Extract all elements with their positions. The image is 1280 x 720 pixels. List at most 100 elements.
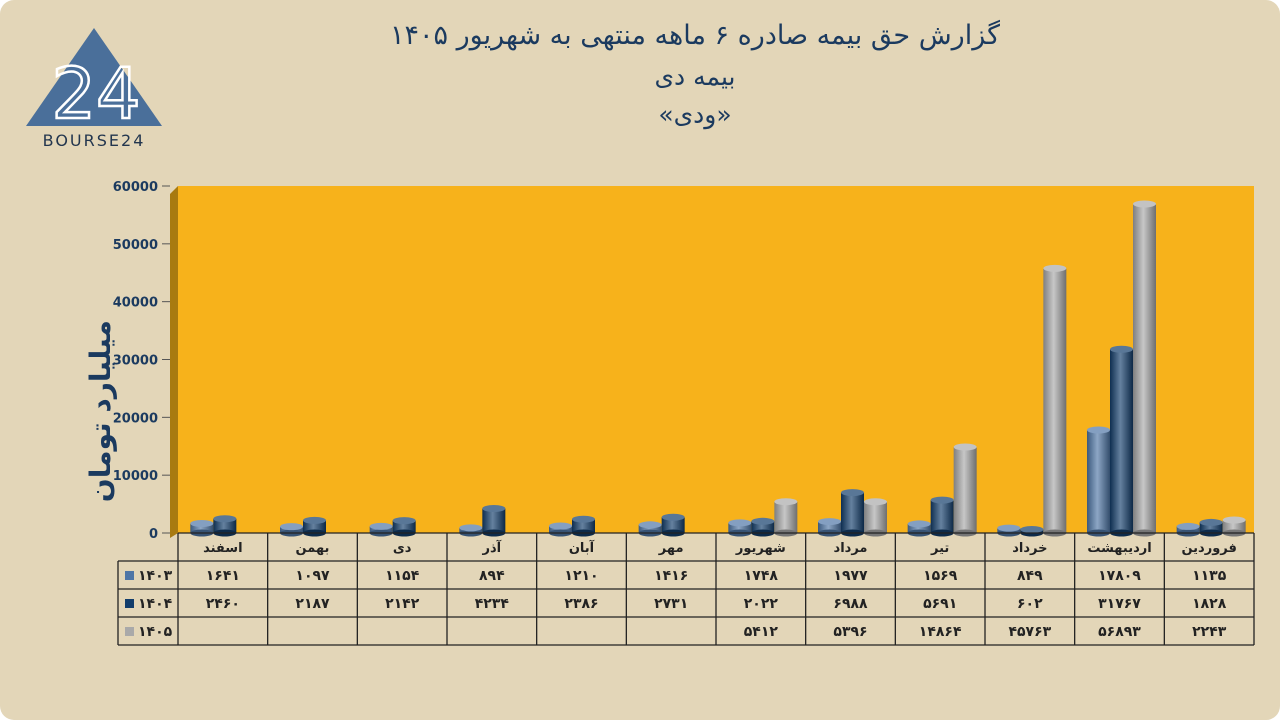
y-tick-label: 0 — [149, 527, 158, 542]
bar-top — [953, 443, 977, 451]
y-tick-label: 10000 — [113, 469, 158, 484]
y-tick-label: 40000 — [113, 296, 158, 311]
data-value-label: ۱۰۹۷ — [295, 568, 330, 584]
data-value-label: ۲۱۴۲ — [385, 596, 420, 612]
data-value-label: ۶۰۲ — [1017, 596, 1043, 612]
data-value-label: ۲۰۲۲ — [744, 596, 779, 612]
data-value-label: ۲۳۸۶ — [564, 596, 598, 612]
category-label: اردیبهشت — [1087, 541, 1151, 556]
bar — [907, 523, 931, 533]
data-value-label: ۱۲۱۰ — [564, 568, 598, 584]
data-value-label: ۱۷۴۸ — [744, 568, 779, 584]
bourse24-logo-icon: 24 — [26, 28, 162, 136]
bar-top — [1176, 522, 1200, 530]
bar — [303, 520, 326, 533]
data-value-label: ۱۹۷۷ — [833, 568, 868, 584]
bar-top — [549, 522, 572, 530]
plot-area — [178, 186, 1254, 533]
bar-top — [280, 523, 303, 531]
chart-title: گزارش حق بیمه صادره ۶ ماهه منتهی به شهری… — [390, 20, 1000, 51]
data-value-label: ۵۶۸۹۳ — [1098, 624, 1141, 640]
bar-top — [1043, 264, 1067, 272]
bar-top — [818, 518, 841, 526]
category-label: آبان — [569, 539, 595, 556]
legend-series-name: ۱۴۰۴ — [138, 596, 173, 612]
bar-top — [728, 519, 752, 527]
bar — [1199, 522, 1223, 533]
data-value-label: ۴۵۷۶۳ — [1008, 624, 1051, 640]
category-label: تیر — [930, 541, 949, 556]
bar-top — [1133, 200, 1156, 208]
bar — [1133, 203, 1156, 533]
bar — [572, 519, 595, 533]
data-value-label: ۱۵۶۹ — [923, 568, 958, 584]
bar-top — [1087, 426, 1110, 434]
bar-top — [1222, 516, 1246, 524]
y-tick-label: 60000 — [113, 180, 158, 195]
category-label: بهمن — [296, 541, 330, 556]
y-tick-label: 20000 — [113, 411, 158, 426]
data-value-label: ۲۷۳۱ — [654, 596, 688, 612]
data-value-label: ۵۴۱۲ — [744, 624, 779, 640]
bar — [661, 517, 685, 533]
bar — [1043, 268, 1067, 533]
category-label: فروردین — [1181, 541, 1236, 556]
legend-swatch — [125, 599, 134, 608]
legend-series-name: ۱۴۰۳ — [138, 568, 173, 584]
category-label: مرداد — [834, 541, 868, 556]
bar — [638, 524, 662, 533]
data-value-label: ۸۹۴ — [479, 568, 505, 584]
category-label: شهریور — [735, 541, 786, 556]
bar — [1110, 349, 1133, 533]
category-label: آذر — [482, 539, 502, 556]
bar — [953, 447, 977, 533]
data-value-label: ۱۱۵۴ — [385, 568, 420, 584]
data-value-label: ۱۴۸۶۴ — [919, 624, 962, 640]
data-value-label: ۱۱۳۵ — [1192, 568, 1227, 584]
y-tick-label: 30000 — [113, 354, 158, 369]
bar-top — [997, 524, 1021, 532]
plot-side-wall — [170, 186, 178, 538]
bar — [392, 520, 416, 533]
bar — [841, 492, 864, 533]
bar-top — [459, 524, 483, 532]
bar — [482, 508, 506, 533]
category-label: دی — [393, 541, 412, 556]
bar-top — [369, 522, 393, 530]
logo-mark-text: 24 — [51, 53, 140, 135]
bar-top — [190, 520, 214, 528]
bar — [774, 501, 798, 533]
bar — [728, 522, 752, 533]
data-value-label: ۱۷۸۰۹ — [1098, 568, 1141, 584]
chart-subtitle: بیمه دی — [654, 62, 736, 91]
bar-top — [1020, 526, 1044, 534]
bar-top — [392, 517, 416, 525]
chart-symbol: «ودی» — [658, 100, 732, 129]
bar — [213, 518, 237, 533]
bar-top — [303, 516, 326, 524]
bar-top — [1199, 518, 1223, 526]
data-value-label: ۳۱۷۶۷ — [1098, 596, 1141, 612]
bar — [818, 521, 841, 533]
data-value-label: ۱۴۱۶ — [654, 568, 688, 584]
bar — [930, 500, 954, 533]
bar-top — [213, 515, 237, 523]
data-value-label: ۴۲۳۴ — [475, 596, 510, 612]
data-value-label: ۵۳۹۶ — [833, 624, 867, 640]
bar-top — [572, 515, 595, 523]
bar-top — [751, 517, 775, 525]
legend-series-name: ۱۴۰۵ — [138, 624, 173, 640]
bar — [1222, 520, 1246, 533]
bar — [190, 523, 214, 533]
legend-swatch — [125, 627, 134, 636]
data-value-label: ۵۶۹۱ — [923, 596, 957, 612]
bar-top — [841, 489, 864, 497]
bar-top — [661, 513, 685, 521]
category-label: اسفند — [203, 541, 242, 556]
bar — [751, 521, 775, 533]
category-label: خرداد — [1012, 541, 1047, 556]
logo-text: BOURSE24 — [42, 131, 146, 150]
bar-top — [638, 521, 662, 529]
